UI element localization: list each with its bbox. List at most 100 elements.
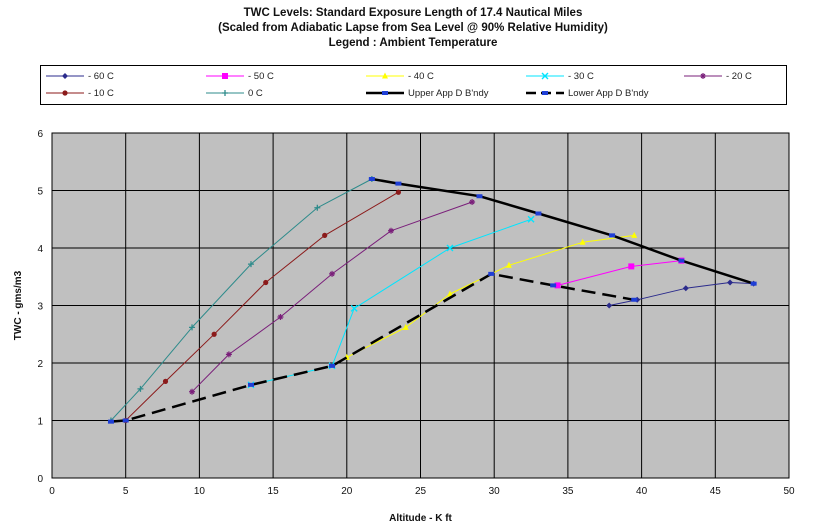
data-point: [727, 279, 734, 286]
x-tick-label: 30: [489, 486, 501, 497]
chart-titles: TWC Levels: Standard Exposure Length of …: [0, 6, 826, 51]
legend-swatch-minus-10c: [46, 90, 84, 96]
data-point: [631, 231, 638, 238]
data-point: [682, 285, 689, 292]
data-point: [678, 258, 685, 263]
y-tick-label: 2: [37, 359, 43, 370]
y-axis-title: TWC - gms/m3: [13, 270, 24, 340]
x-axis-title: Altitude - K ft: [389, 513, 452, 524]
x-tick-label: 15: [268, 486, 280, 497]
data-point: [189, 388, 196, 395]
legend-marker: [542, 91, 548, 95]
legend-marker: [222, 73, 228, 79]
data-point: [446, 290, 453, 297]
data-point: [329, 270, 336, 277]
series-line: [191, 201, 473, 393]
data-point: [476, 194, 483, 199]
y-tick-label: 3: [37, 302, 43, 313]
data-point: [606, 302, 613, 309]
legend-item-0c: 0 C: [205, 85, 263, 101]
legend-marker: [62, 90, 68, 96]
x-tick-label: 5: [123, 486, 129, 497]
legend-label-upper-boundary: Upper App D B'ndy: [408, 87, 489, 99]
x-tick-label: 50: [783, 486, 795, 497]
legend-title: Legend : Ambient Temperature: [328, 37, 498, 49]
legend-label-minus-60c: - 60 C: [88, 70, 114, 82]
data-point: [137, 385, 144, 392]
data-point: [488, 271, 495, 276]
data-point: [631, 297, 638, 302]
data-point: [395, 189, 401, 195]
legend-marker: [541, 72, 549, 80]
data-point: [350, 304, 358, 312]
x-tick-label: 10: [194, 486, 206, 497]
legend-swatch-0c: [206, 90, 244, 96]
data-point: [527, 215, 535, 223]
y-tick-label: 1: [37, 417, 43, 428]
data-point: [554, 282, 561, 289]
y-tick-label: 4: [37, 244, 43, 255]
x-tick-label: 40: [636, 486, 648, 497]
legend-marker: [62, 73, 68, 79]
legend-swatch-minus-40c: [366, 72, 404, 79]
data-point: [189, 324, 196, 331]
data-point: [263, 279, 269, 286]
legend-item-lower-boundary: Lower App D B'ndy: [525, 85, 649, 101]
chart-legend: - 60 C - 50 C - 40 C - 30 C - 20 C - 10 …: [40, 65, 787, 105]
legend-item-minus-40c: - 40 C: [365, 68, 434, 84]
data-point: [314, 204, 321, 211]
legend-marker: [382, 91, 388, 95]
legend-label-minus-50c: - 50 C: [248, 70, 274, 82]
series-4: [189, 199, 476, 395]
data-point: [579, 238, 586, 245]
data-point: [122, 418, 129, 423]
series-line: [110, 178, 373, 421]
legend-item-minus-20c: - 20 C: [683, 68, 752, 84]
data-point: [550, 283, 557, 288]
y-tick-label: 6: [37, 129, 43, 140]
data-point: [368, 177, 375, 181]
legend-label-minus-30c: - 30 C: [568, 70, 594, 82]
series-8: [107, 271, 638, 424]
data-point: [446, 244, 454, 252]
x-tick-label: 0: [49, 486, 55, 497]
legend-label-minus-40c: - 40 C: [408, 70, 434, 82]
data-point: [225, 351, 232, 358]
data-point: [162, 378, 169, 384]
data-point: [609, 233, 616, 238]
data-point: [402, 323, 409, 330]
data-point: [322, 232, 328, 238]
x-tick-label: 35: [562, 486, 574, 497]
legend-item-minus-10c: - 10 C: [45, 85, 114, 101]
legend-item-minus-60c: - 60 C: [45, 68, 114, 84]
data-point: [247, 382, 254, 387]
legend-swatch-minus-50c: [206, 73, 244, 79]
legend-marker: [382, 72, 388, 79]
data-point: [277, 314, 284, 320]
legend-item-minus-50c: - 50 C: [205, 68, 274, 84]
legend-item-minus-30c: - 30 C: [525, 68, 594, 84]
y-tick-label: 0: [37, 474, 43, 485]
data-point: [395, 181, 402, 186]
data-point: [535, 211, 542, 216]
plot-border: [51, 132, 790, 479]
data-point: [628, 263, 635, 270]
legend-marker: [222, 90, 228, 96]
chart-title: TWC Levels: Standard Exposure Length of …: [243, 7, 583, 19]
data-point: [247, 261, 254, 268]
legend-label-lower-boundary: Lower App D B'ndy: [568, 87, 649, 99]
legend-swatch-minus-30c: [526, 72, 564, 80]
series-7: [368, 177, 757, 286]
legend-item-upper-boundary: Upper App D B'ndy: [365, 85, 489, 101]
x-tick-label: 45: [710, 486, 722, 497]
legend-swatch-lower-boundary: [526, 91, 564, 95]
series-6: [107, 176, 375, 424]
legend-swatch-upper-boundary: [366, 91, 404, 95]
data-point: [505, 261, 512, 268]
series-line: [125, 191, 399, 421]
data-point: [107, 419, 114, 424]
chart-subtitle: (Scaled from Adiabatic Lapse from Sea Le…: [218, 22, 608, 34]
data-point: [750, 281, 757, 286]
legend-label-0c: 0 C: [248, 87, 263, 99]
